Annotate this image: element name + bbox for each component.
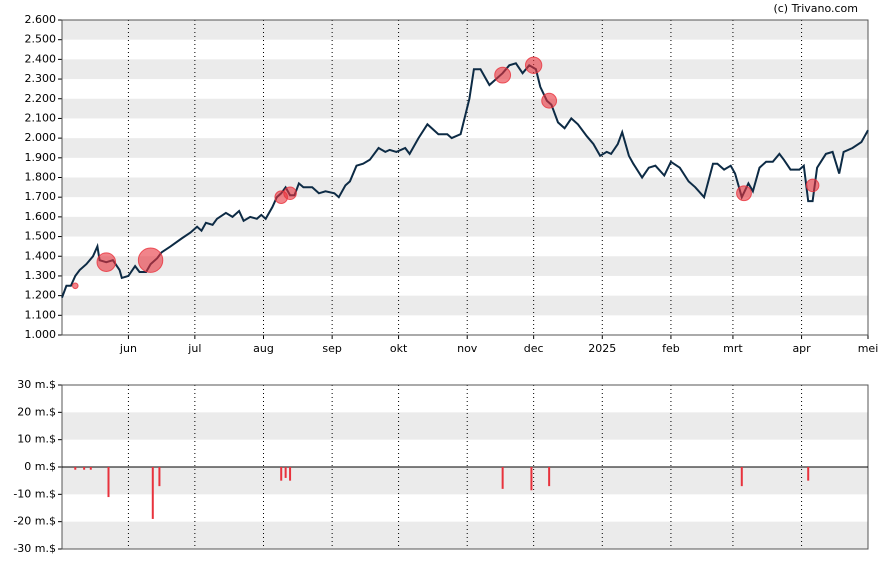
grid-band bbox=[62, 59, 868, 80]
bar bbox=[807, 467, 810, 481]
trade-bubble bbox=[283, 186, 297, 201]
price-line bbox=[61, 62, 869, 298]
y-tick-label: 2.000 bbox=[25, 131, 57, 144]
source: (c) Trivano.com bbox=[773, 2, 858, 15]
y-tick-label: 1.600 bbox=[25, 210, 57, 223]
trade-bubble bbox=[541, 92, 558, 109]
x-tick-label: 2025 bbox=[588, 342, 616, 355]
x-tick-label: nov bbox=[457, 342, 478, 355]
bar bbox=[548, 467, 551, 487]
grid-band bbox=[62, 98, 868, 119]
y-tick-label: 1.700 bbox=[25, 190, 57, 203]
y-tick-label: 1.200 bbox=[25, 289, 57, 302]
grid-band bbox=[62, 521, 868, 549]
trade-bubble bbox=[494, 66, 512, 84]
x-tick-label: apr bbox=[792, 342, 811, 355]
y-tick-label: 1.100 bbox=[25, 308, 57, 321]
y-tick-label: -30 m.$ bbox=[13, 542, 56, 555]
trade-bubble bbox=[137, 247, 164, 273]
plot-frame bbox=[61, 19, 869, 336]
x-tick-label: dec bbox=[524, 342, 544, 355]
y-tick-label: 0 m.$ bbox=[24, 460, 56, 473]
y-tick-label: 20 m.$ bbox=[17, 405, 56, 418]
x-tick-label: jun bbox=[119, 342, 137, 355]
y-tick-label: 30 m.$ bbox=[17, 378, 56, 391]
bar bbox=[501, 467, 504, 489]
y-tick-label: 1.000 bbox=[25, 328, 57, 341]
y-tick-label: 1.800 bbox=[25, 171, 57, 184]
y-tick-label: 2.100 bbox=[25, 111, 57, 124]
y-tick-label: 1.500 bbox=[25, 230, 57, 243]
x-tick-label: sep bbox=[322, 342, 341, 355]
bar bbox=[158, 467, 161, 487]
y-tick-label: 1.900 bbox=[25, 151, 57, 164]
bar bbox=[280, 467, 283, 481]
y-tick-label: 2.200 bbox=[25, 92, 57, 105]
trade-bubble bbox=[805, 178, 820, 193]
grid-band bbox=[62, 216, 868, 237]
grid-band bbox=[62, 467, 868, 495]
x-tick-label: okt bbox=[390, 342, 408, 355]
y-tick-label: 1.400 bbox=[25, 249, 57, 262]
grid-band bbox=[62, 20, 868, 40]
bar bbox=[530, 467, 533, 491]
x-tick-label: aug bbox=[253, 342, 274, 355]
grid-band bbox=[62, 256, 868, 276]
bar bbox=[74, 467, 77, 470]
trade-bubble bbox=[524, 56, 543, 74]
y-tick-label: -10 m.$ bbox=[13, 487, 56, 500]
y-tick-label: -20 m.$ bbox=[13, 515, 56, 528]
x-tick-label: feb bbox=[662, 342, 680, 355]
y-tick-label: 2.300 bbox=[25, 72, 57, 85]
bar bbox=[284, 467, 287, 478]
grid-band bbox=[62, 295, 868, 316]
y-tick-label: 10 m.$ bbox=[17, 433, 56, 446]
bar bbox=[151, 467, 154, 519]
x-tick-label: mei bbox=[858, 342, 879, 355]
y-tick-label: 2.400 bbox=[25, 52, 57, 65]
bar bbox=[740, 467, 743, 487]
bar bbox=[107, 467, 110, 498]
y-tick-label: 1.300 bbox=[25, 269, 57, 282]
x-tick-label: jul bbox=[187, 342, 201, 355]
trade-bubble bbox=[71, 282, 79, 290]
trade-bubble bbox=[736, 185, 752, 202]
grid-band bbox=[62, 412, 868, 440]
y-tick-label: 2.600 bbox=[25, 13, 57, 26]
grid-band bbox=[62, 138, 868, 158]
x-tick-label: mrt bbox=[723, 342, 743, 355]
bar bbox=[289, 467, 292, 481]
y-tick-label: 2.500 bbox=[25, 33, 57, 46]
bar bbox=[89, 467, 92, 470]
trade-bubble bbox=[96, 252, 117, 272]
bar bbox=[83, 467, 86, 470]
